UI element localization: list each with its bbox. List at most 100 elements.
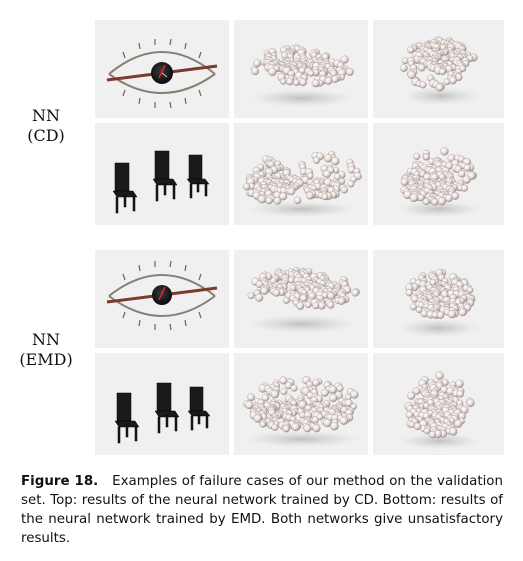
panel-emd-chair-view2 xyxy=(373,353,504,455)
panel-emd-eye-view1 xyxy=(234,250,368,348)
point-sphere xyxy=(456,390,464,398)
point-sphere xyxy=(458,308,467,317)
point-sphere xyxy=(304,301,312,309)
point-sphere xyxy=(328,385,337,394)
point-sphere xyxy=(431,198,439,206)
point-sphere xyxy=(437,197,446,206)
point-sphere xyxy=(330,421,339,431)
point-sphere xyxy=(419,81,427,89)
point-sphere xyxy=(405,289,413,297)
point-sphere xyxy=(323,153,333,163)
point-sphere xyxy=(255,293,264,302)
chairs-object xyxy=(112,150,210,214)
point-cloud-emd-chair-view2 xyxy=(399,371,479,449)
point-sphere xyxy=(299,294,308,303)
panel-cd-chair-view2 xyxy=(373,123,504,225)
point-sphere xyxy=(462,175,471,184)
panel-emd-eye-view2 xyxy=(373,250,504,348)
point-sphere xyxy=(407,46,415,54)
point-sphere xyxy=(458,170,466,178)
point-cloud-emd-chair-view1 xyxy=(242,376,360,447)
point-sphere xyxy=(340,186,348,194)
point-sphere xyxy=(296,301,305,310)
point-sphere xyxy=(291,422,300,432)
point-sphere xyxy=(311,79,320,88)
point-sphere xyxy=(440,147,449,156)
point-sphere xyxy=(423,153,430,161)
point-sphere xyxy=(445,194,453,203)
point-sphere xyxy=(293,79,300,86)
point-sphere xyxy=(428,430,437,439)
point-sphere xyxy=(279,78,287,85)
point-sphere xyxy=(409,193,419,203)
point-sphere xyxy=(280,388,288,395)
panel-cd-eye-input xyxy=(95,20,229,118)
point-sphere xyxy=(290,384,298,392)
eye-clock-object xyxy=(106,260,218,331)
row-label-cd-line1: NN xyxy=(32,106,60,125)
eye-clock-object xyxy=(106,38,218,109)
row-label-emd: NN (EMD) xyxy=(0,330,92,370)
point-sphere xyxy=(422,198,430,206)
point-sphere xyxy=(303,424,312,433)
figure-caption: Figure 18. Examples of failure cases of … xyxy=(21,472,503,548)
point-sphere xyxy=(324,77,333,85)
point-sphere xyxy=(435,83,444,92)
point-sphere xyxy=(412,387,421,395)
panel-cd-eye-view1 xyxy=(234,20,368,118)
point-sphere xyxy=(439,68,446,76)
point-sphere xyxy=(259,421,267,428)
panel-emd-chair-view1 xyxy=(234,353,368,455)
point-sphere xyxy=(409,303,417,311)
point-sphere xyxy=(245,400,254,410)
point-sphere xyxy=(285,77,294,86)
point-sphere xyxy=(242,182,251,191)
point-sphere xyxy=(265,196,273,205)
panel-emd-chair-input xyxy=(95,353,229,455)
point-sphere xyxy=(253,414,262,423)
point-sphere xyxy=(455,379,464,389)
point-sphere xyxy=(417,63,426,72)
point-sphere xyxy=(282,424,290,433)
row-label-cd-line2: (CD) xyxy=(27,126,65,145)
point-sphere xyxy=(345,67,354,76)
panel-cd-chair-input xyxy=(95,123,229,225)
figure-label: Figure 18. xyxy=(21,474,99,489)
point-sphere xyxy=(331,75,339,83)
point-sphere xyxy=(273,196,282,205)
point-sphere xyxy=(257,195,267,204)
point-sphere xyxy=(312,156,321,164)
point-sphere xyxy=(323,418,332,428)
point-cloud-cd-chair-view2 xyxy=(397,147,481,217)
point-sphere xyxy=(454,419,463,428)
point-sphere xyxy=(312,302,320,310)
point-sphere xyxy=(312,424,321,433)
point-sphere xyxy=(282,296,290,304)
point-sphere xyxy=(307,69,315,77)
point-sphere xyxy=(279,192,288,201)
point-sphere xyxy=(435,371,444,380)
point-sphere xyxy=(271,423,279,431)
point-sphere xyxy=(337,297,346,305)
point-sphere xyxy=(413,153,421,160)
point-cloud-emd-eye-view1 xyxy=(247,266,360,333)
row-label-emd-line2: (EMD) xyxy=(19,350,73,369)
point-sphere xyxy=(400,178,409,186)
point-sphere xyxy=(327,301,335,309)
panel-cd-eye-view2 xyxy=(373,20,504,118)
point-cloud-cd-eye-view2 xyxy=(399,36,479,105)
point-sphere xyxy=(321,388,329,397)
point-sphere xyxy=(261,393,270,402)
point-sphere xyxy=(327,292,335,300)
point-sphere xyxy=(447,310,456,319)
point-sphere xyxy=(272,289,281,297)
point-sphere xyxy=(460,184,469,192)
point-sphere xyxy=(251,67,259,76)
point-sphere xyxy=(350,390,359,399)
point-sphere xyxy=(448,76,457,85)
point-sphere xyxy=(293,196,302,205)
point-sphere xyxy=(305,191,314,200)
point-sphere xyxy=(329,393,338,403)
point-sphere xyxy=(423,427,431,435)
point-sphere xyxy=(340,55,349,64)
